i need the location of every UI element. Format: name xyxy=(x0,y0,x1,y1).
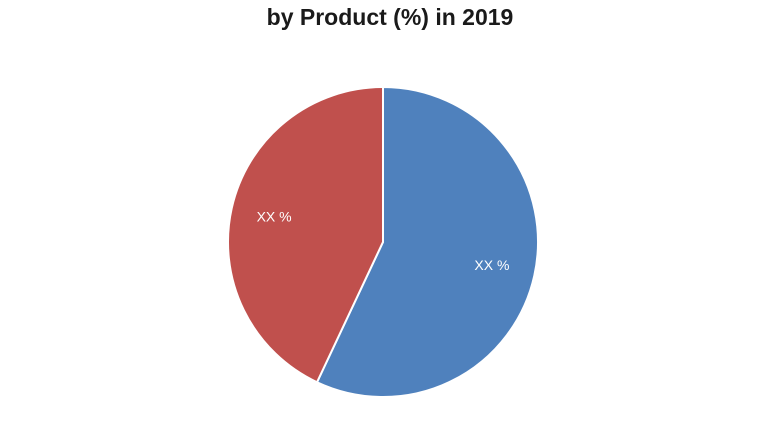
chart-title: by Product (%) in 2019 xyxy=(266,4,514,30)
pie-slice-2 xyxy=(227,85,384,384)
pie-slice-1 xyxy=(315,85,539,398)
slice-label-1: XX % xyxy=(474,257,509,273)
slice-label-2: XX % xyxy=(257,208,292,224)
